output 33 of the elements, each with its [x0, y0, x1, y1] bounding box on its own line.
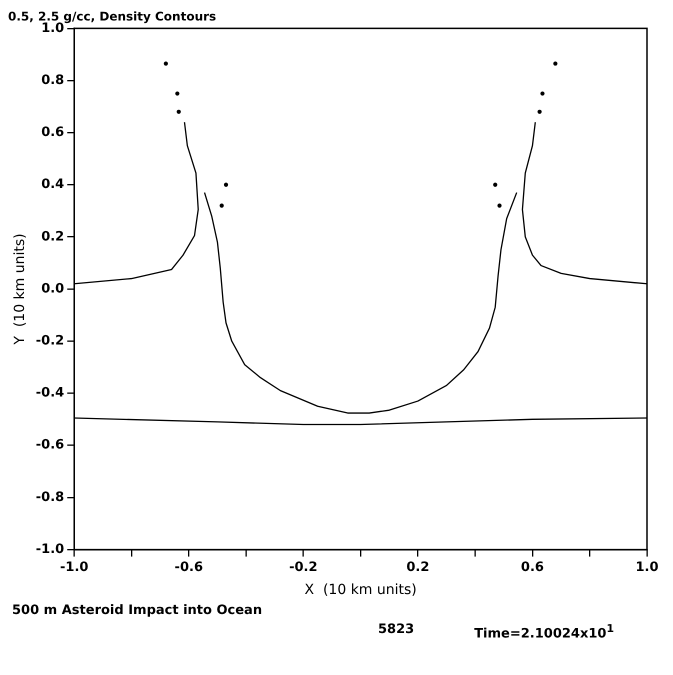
chart-title: 0.5, 2.5 g/cc, Density Contours: [8, 9, 216, 24]
y-tick-label: -1.0: [36, 542, 64, 557]
x-tick-label: 0.6: [520, 560, 544, 575]
point: [493, 182, 498, 187]
point: [540, 91, 545, 96]
y-tick-label: -0.6: [36, 438, 64, 453]
y-tick-label: 0.8: [41, 72, 64, 88]
text: Time=2.10024x10$^{1}$: [474, 622, 614, 642]
x-tick-label: 1.0: [635, 560, 659, 575]
x-tick-label: -0.2: [289, 560, 318, 575]
y-tick-label: 0.6: [41, 125, 64, 140]
y-axis-title: Y (10 km units): [12, 233, 28, 346]
x-tick-label: 0.2: [406, 560, 430, 575]
y-tick-label: -0.8: [36, 490, 64, 505]
y-tick-label: 1.0: [41, 20, 64, 36]
point: [176, 110, 181, 114]
point: [538, 110, 542, 114]
point: [220, 204, 224, 208]
point: [175, 91, 180, 96]
y-tick-label: -0.2: [36, 333, 64, 348]
point: [497, 204, 502, 208]
y-tick-label: 0.2: [41, 229, 64, 244]
y-tick-label: -0.4: [36, 386, 64, 401]
x-axis-title: X (10 km units): [304, 582, 417, 598]
point: [164, 61, 168, 66]
text: 5823: [378, 622, 414, 639]
x-tick-label: -1.0: [60, 560, 88, 575]
x-tick-label: -0.6: [174, 560, 203, 575]
y-tick-label: 0.4: [41, 177, 64, 192]
point: [553, 61, 558, 66]
text: 500 m Asteroid Impact into Ocean: [11, 603, 264, 618]
point: [224, 182, 228, 187]
y-tick-label: 0.0: [41, 281, 64, 296]
